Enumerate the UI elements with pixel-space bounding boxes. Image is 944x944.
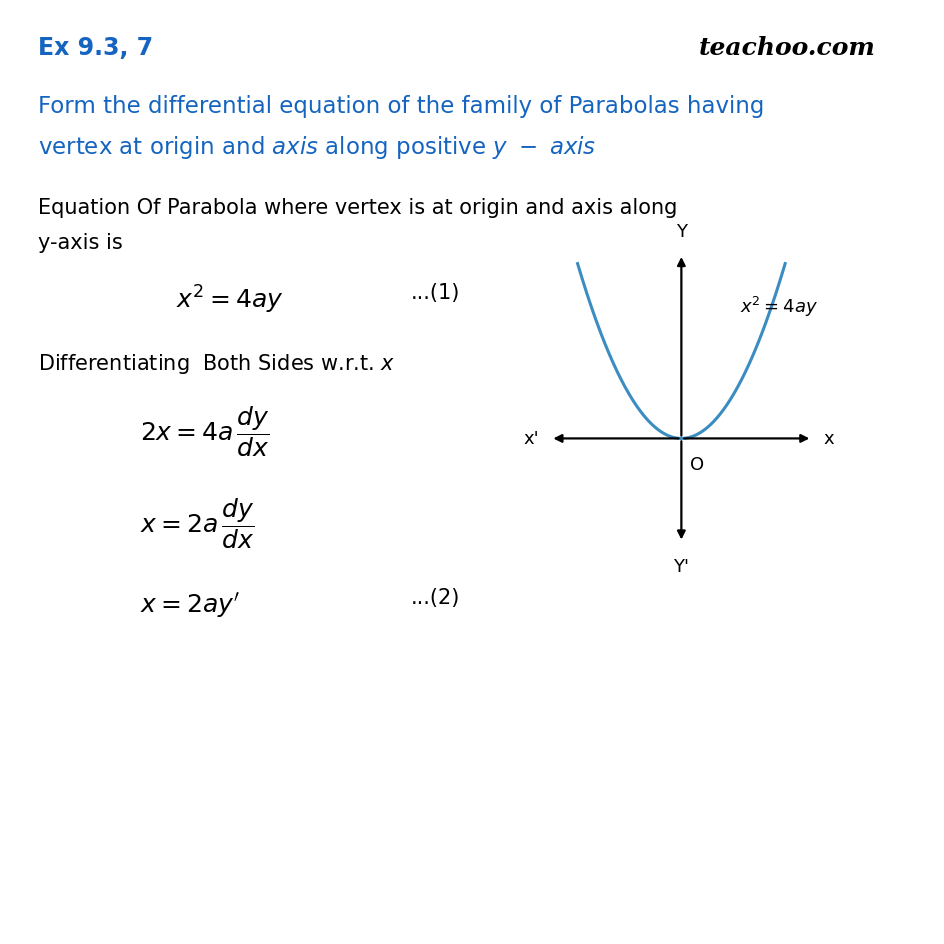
Text: teachoo.com: teachoo.com <box>698 36 874 59</box>
Text: vertex at origin and $\mathit{axis}$ along positive $\mathit{y}\ -\ \mathit{axis: vertex at origin and $\mathit{axis}$ alo… <box>38 134 596 161</box>
Text: x': x' <box>523 430 538 448</box>
Text: Y': Y' <box>673 557 688 575</box>
Text: Form the differential equation of the family of Parabolas having: Form the differential equation of the fa… <box>38 94 764 117</box>
Text: Differentiating  Both Sides w.r.t. $x$: Differentiating Both Sides w.r.t. $x$ <box>38 351 395 375</box>
Text: Equation Of Parabola where vertex is at origin and axis along: Equation Of Parabola where vertex is at … <box>38 198 677 218</box>
Text: $x = 2ay'$: $x = 2ay'$ <box>140 590 240 619</box>
Text: O: O <box>690 456 704 474</box>
Text: ...(1): ...(1) <box>411 283 460 303</box>
Text: $x^2 = 4ay$: $x^2 = 4ay$ <box>176 283 283 315</box>
Text: $x = 2a\,\dfrac{dy}{dx}$: $x = 2a\,\dfrac{dy}{dx}$ <box>140 496 254 550</box>
Text: Y: Y <box>675 223 686 241</box>
Text: Ex 9.3, 7: Ex 9.3, 7 <box>38 36 153 59</box>
Text: $2x = 4a\,\dfrac{dy}{dx}$: $2x = 4a\,\dfrac{dy}{dx}$ <box>140 404 269 459</box>
Text: ...(2): ...(2) <box>411 587 460 607</box>
Text: y-axis is: y-axis is <box>38 233 123 253</box>
Text: x: x <box>823 430 834 448</box>
Text: $x^2 = 4ay$: $x^2 = 4ay$ <box>739 295 818 318</box>
